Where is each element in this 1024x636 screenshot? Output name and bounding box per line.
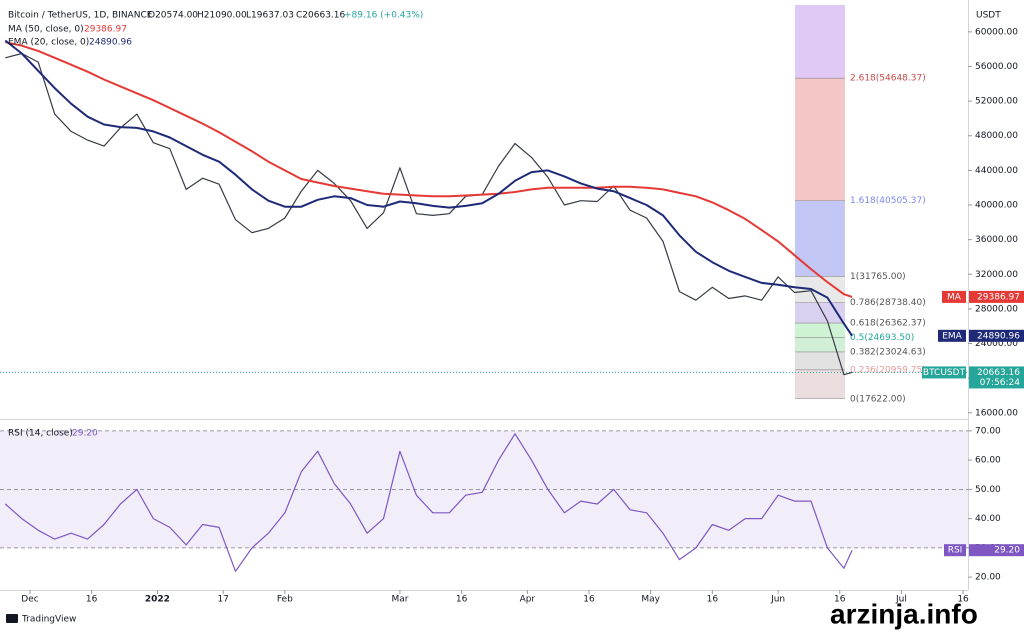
fib-zone — [795, 323, 845, 338]
x-tick-label: 16 — [957, 595, 969, 605]
ohlc-high: H21090.00 — [197, 11, 247, 21]
ohlc-change: +89.16 (+0.43%) — [344, 11, 423, 21]
fib-zone — [795, 302, 845, 324]
rsi-legend-value: 29.20 — [72, 429, 98, 439]
ohlc-open: O20574.00 — [148, 11, 198, 21]
price-tag — [969, 544, 1024, 557]
symbol-title: Bitcoin / TetherUS, 1D, BINANCE — [8, 11, 153, 21]
series-line — [4, 433, 853, 572]
ma-legend-value: 29386.97 — [84, 25, 127, 35]
x-tick-label: Feb — [277, 595, 293, 605]
fib-label: 0.236(20959.75) — [850, 365, 926, 375]
price-tag-label-text: RSI — [948, 546, 963, 556]
fib-zone — [795, 78, 845, 201]
fib-label: 0(17622.00) — [850, 394, 906, 404]
y-tick-label: 60000.00 — [975, 27, 1018, 37]
x-tick-label: 16 — [707, 595, 719, 605]
y-tick-label: 16000.00 — [975, 408, 1018, 418]
watermark: arzinja.info — [830, 598, 978, 629]
y-tick-label: 40.00 — [975, 514, 1001, 524]
x-tick-label: 16 — [456, 595, 468, 605]
y-tick-label: 36000.00 — [975, 235, 1018, 245]
x-tick-label: 16 — [583, 595, 595, 605]
ema-legend: EMA (20, close, 0) — [8, 38, 89, 48]
price-tag-label — [942, 290, 966, 303]
series-line — [5, 41, 853, 298]
price-tag-countdown: 07:56:24 — [980, 378, 1021, 388]
x-tick-label: Jun — [770, 595, 785, 605]
fib-label: 0.5(24693.50) — [850, 333, 914, 343]
fib-zone — [795, 337, 845, 352]
x-tick-label: Mar — [391, 595, 408, 605]
y-tick-label: 40000.00 — [975, 201, 1018, 211]
price-tag — [969, 290, 1024, 303]
x-tick-label: 16 — [834, 595, 846, 605]
ohlc-low: L19637.03 — [246, 11, 294, 21]
price-tag-label-text: EMA — [942, 331, 962, 341]
y-tick-label: 52000.00 — [975, 97, 1018, 107]
y-tick-label: 56000.00 — [975, 62, 1018, 72]
price-tag-label-text: MA — [947, 292, 962, 302]
ema-legend-value: 24890.96 — [89, 38, 132, 48]
plot — [0, 39, 968, 572]
ma-legend: MA (50, close, 0) — [8, 25, 84, 35]
x-tick-label: 16 — [86, 595, 98, 605]
footer: TradingView arzinja.info — [6, 598, 978, 629]
x-tick-label: Dec — [21, 595, 38, 605]
x-tick-label: Apr — [520, 595, 536, 605]
fib-label: 1(31765.00) — [850, 272, 906, 282]
header: Bitcoin / TetherUS, 1D, BINANCE O20574.0… — [8, 11, 1001, 439]
fib-label: 0.382(23024.63) — [850, 347, 926, 357]
series-line — [5, 52, 853, 376]
logo: TradingView — [21, 615, 76, 625]
price-tag-value: 24890.96 — [977, 331, 1020, 341]
y-tick-label: 32000.00 — [975, 270, 1018, 280]
fib-zone — [795, 369, 845, 399]
price-tag-value: 20663.16 — [977, 368, 1020, 378]
currency: USDT — [976, 11, 1001, 21]
series-line — [4, 39, 853, 337]
y-tick-label: 48000.00 — [975, 131, 1018, 141]
price-tag-value: 29386.97 — [977, 292, 1020, 302]
y-tick-label: 44000.00 — [975, 166, 1018, 176]
x-tick-label: 17 — [217, 595, 228, 605]
price-tag-label-text: BTCUSDT — [923, 368, 966, 378]
fib-zone — [795, 200, 845, 277]
fib-label: 1.618(40505.37) — [850, 196, 926, 206]
price-tag-label — [944, 544, 966, 557]
y-tick-label: 60.00 — [975, 456, 1001, 466]
y-tick-label: 20.00 — [975, 573, 1001, 583]
fib-zone — [795, 5, 845, 79]
fib-label: 0.618(26362.37) — [850, 319, 926, 329]
price-tag — [969, 329, 1024, 342]
y-tick-label: 24000.00 — [975, 339, 1018, 349]
price-tag-value: 29.20 — [994, 546, 1020, 556]
x-tick-label: Jul — [895, 595, 907, 605]
price-tag-label — [938, 329, 966, 342]
fib-zone — [795, 351, 845, 370]
x-tick-label: 2022 — [145, 595, 170, 605]
fib-label: 0.786(28738.40) — [850, 298, 926, 308]
logo-icon — [6, 614, 18, 623]
x-tick-label: May — [641, 595, 660, 605]
y-tick-label: 28000.00 — [975, 304, 1018, 314]
price-tag-label — [922, 366, 966, 379]
ohlc-close: C20663.16 — [296, 11, 346, 21]
y-tick-label: 70.00 — [975, 426, 1001, 436]
price-tag — [969, 366, 1024, 389]
fib-label: 2.618(54648.37) — [850, 74, 926, 84]
y-tick-label: 50.00 — [975, 485, 1001, 495]
rsi-legend: RSI (14, close) — [8, 429, 73, 439]
